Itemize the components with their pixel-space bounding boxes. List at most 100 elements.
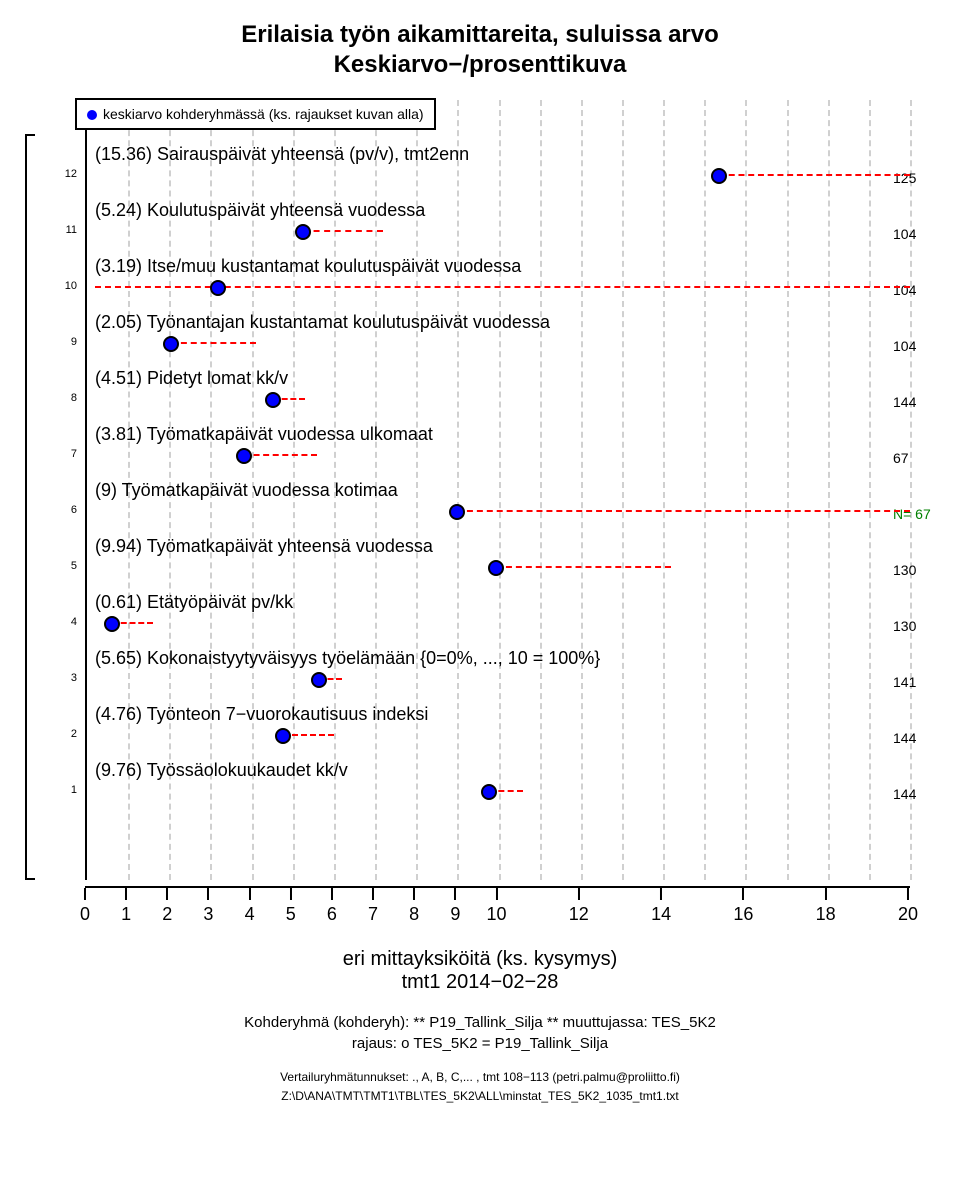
data-row: 10(3.19) Itse/muu kustantamat koulutuspä… [87,252,910,308]
x-tick: 18 [816,888,836,925]
x-tick: 9 [450,888,460,925]
row-label: (9) Työmatkapäivät vuodessa kotimaa [95,480,398,501]
data-marker [295,224,311,240]
footer-line-1: Kohderyhmä (kohderyh): ** P19_Tallink_Si… [244,1014,716,1031]
tick-label: 10 [486,904,506,925]
footer2-line-1: Vertailuryhmätunnukset: ., A, B, C,... ,… [280,1070,680,1084]
row-index: 11 [47,224,77,236]
data-row: 1(9.76) Työssäolokuukaudet kk/v144 [87,756,910,812]
footer-line-2: rajaus: o TES_5K2 = P19_Tallink_Silja [352,1035,608,1052]
tick-label: 20 [898,904,918,925]
limit-line [303,230,384,232]
tick-mark [84,888,86,900]
x-tick: 12 [569,888,589,925]
row-index: 6 [47,504,77,516]
data-row: 7(3.81) Työmatkapäivät vuodessa ulkomaat… [87,420,910,476]
tick-mark [825,888,827,900]
x-tick: 0 [80,888,90,925]
x-tick: 5 [286,888,296,925]
tick-label: 18 [816,904,836,925]
tick-mark [249,888,251,900]
x-tick: 14 [651,888,671,925]
row-right-value: 104 [893,226,938,242]
tick-label: 3 [203,904,213,925]
row-label: (15.36) Sairauspäivät yhteensä (pv/v), t… [95,144,469,165]
x-tick: 16 [733,888,753,925]
legend-marker-icon [87,110,97,120]
x-tick: 2 [162,888,172,925]
legend: keskiarvo kohderyhmässä (ks. rajaukset k… [75,98,436,130]
row-right-value: 67 [893,450,938,466]
row-right-value: 144 [893,786,938,802]
tick-mark [207,888,209,900]
data-marker [236,448,252,464]
data-row: 4(0.61) Etätyöpäivät pv/kk130 [87,588,910,644]
tick-label: 4 [245,904,255,925]
limit-line [457,510,910,512]
x-tick: 3 [203,888,213,925]
gridline [910,100,912,880]
x-tick: 10 [486,888,506,925]
row-label: (2.05) Työnantajan kustantamat koulutusp… [95,312,550,333]
chart-container: Erilaisia työn aikamittareita, suluissa … [20,20,940,1106]
x-tick: 6 [327,888,337,925]
data-marker [104,616,120,632]
row-index: 10 [47,280,77,292]
footer-primary: Kohderyhmä (kohderyh): ** P19_Tallink_Si… [20,1012,940,1054]
data-marker [449,504,465,520]
data-marker [488,560,504,576]
tick-mark [125,888,127,900]
row-label: (4.51) Pidetyt lomat kk/v [95,368,288,389]
row-label: (4.76) Työnteon 7−vuorokautisuus indeksi [95,704,428,725]
tick-mark [331,888,333,900]
data-row: 2(4.76) Työnteon 7−vuorokautisuus indeks… [87,700,910,756]
tick-label: 12 [569,904,589,925]
data-marker [481,784,497,800]
limit-line [171,342,255,344]
footer-secondary: Vertailuryhmätunnukset: ., A, B, C,... ,… [20,1068,940,1106]
x-axis: 0123456789101214161820 [85,886,910,938]
row-right-value: 125 [893,170,938,186]
tick-label: 1 [121,904,131,925]
chart-subtitle: tmt1 2014−02−28 [20,971,940,994]
data-row: 3(5.65) Kokonaistyytyväisyys työelämään … [87,644,910,700]
row-index: 12 [47,168,77,180]
limit-line [496,566,671,568]
row-right-value: 144 [893,730,938,746]
tick-mark [166,888,168,900]
x-tick: 4 [245,888,255,925]
limit-line [719,174,910,176]
row-index: 4 [47,616,77,628]
data-marker [163,336,179,352]
row-right-value: 104 [893,282,938,298]
data-marker [275,728,291,744]
row-label: (0.61) Etätyöpäivät pv/kk [95,592,293,613]
row-index: 8 [47,392,77,404]
data-row: 6(9) Työmatkapäivät vuodessa kotimaaN= 6… [87,476,910,532]
y-bracket [25,134,35,880]
tick-mark [290,888,292,900]
row-right-value: 144 [893,394,938,410]
x-tick: 1 [121,888,131,925]
tick-mark [742,888,744,900]
tick-label: 2 [162,904,172,925]
tick-label: 0 [80,904,90,925]
tick-mark [454,888,456,900]
tick-label: 16 [733,904,753,925]
row-index: 5 [47,560,77,572]
tick-mark [372,888,374,900]
row-right-value: 130 [893,618,938,634]
row-label: (9.76) Työssäolokuukaudet kk/v [95,760,348,781]
legend-text: keskiarvo kohderyhmässä (ks. rajaukset k… [103,106,424,122]
row-index: 2 [47,728,77,740]
data-row: 9(2.05) Työnantajan kustantamat koulutus… [87,308,910,364]
title-line-2: Keskiarvo−/prosenttikuva [334,51,627,78]
row-label: (3.81) Työmatkapäivät vuodessa ulkomaat [95,424,433,445]
data-marker [265,392,281,408]
data-row: 5(9.94) Työmatkapäivät yhteensä vuodessa… [87,532,910,588]
data-marker [711,168,727,184]
row-right-value: 141 [893,674,938,690]
title-line-1: Erilaisia työn aikamittareita, suluissa … [241,21,719,48]
row-index: 7 [47,448,77,460]
tick-label: 8 [409,904,419,925]
